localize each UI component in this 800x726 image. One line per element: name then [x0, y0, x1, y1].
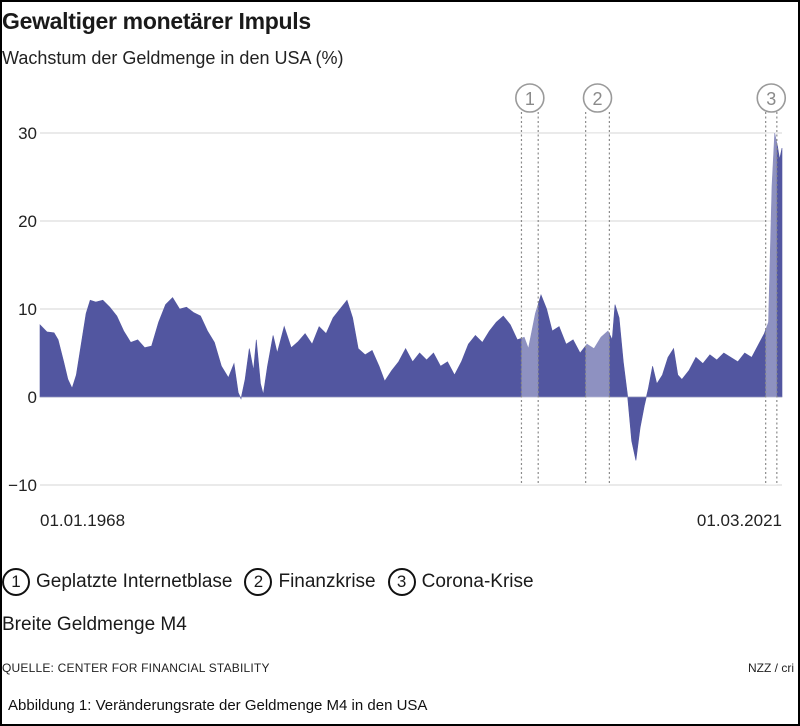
gridlines [40, 132, 782, 486]
event-number-3: 3 [766, 89, 776, 109]
legend-label-2: Finanzkrise [278, 571, 376, 592]
event-circle-1 [515, 83, 545, 113]
legend: 1 Geplatzte Internetblase 2 Finanzkrise … [2, 568, 546, 596]
legend-item-2: 2 Finanzkrise [244, 568, 376, 596]
legend-number-1: 1 [2, 568, 30, 596]
legend-label-1: Geplatzte Internetblase [36, 571, 233, 592]
event-circle-3 [756, 83, 787, 113]
series-label: Breite Geldmenge M4 [2, 614, 187, 635]
series-area-m4 [39, 132, 783, 461]
event-band-3 [765, 133, 777, 485]
legend-number-2: 2 [244, 568, 273, 596]
y-tick-label: 20 [18, 212, 37, 231]
area-chart: 30 20 10 0 −10 1 2 3 01.01.1968 01.03.2021 [8, 83, 787, 530]
source-note: QUELLE: CENTER FOR FINANCIAL STABILITY [2, 661, 270, 675]
x-axis-labels: 01.01.1968 01.03.2021 [40, 511, 782, 530]
x-end-label: 01.03.2021 [697, 511, 782, 530]
event-number-2: 2 [593, 89, 603, 109]
y-tick-label: −10 [8, 476, 37, 495]
figure-caption: Abbildung 1: Veränderungsrate der Geldme… [8, 697, 428, 714]
area-series [39, 132, 783, 461]
y-axis-ticks: 30 20 10 0 −10 [8, 124, 37, 495]
legend-item-3: 3 Corona-Krise [387, 568, 534, 596]
credit-note: NZZ / cri [748, 661, 794, 675]
event-markers: 1 2 3 [515, 83, 787, 485]
event-band-2 [585, 133, 610, 485]
legend-item-1: 1 Geplatzte Internetblase [2, 568, 232, 596]
event-circle-2 [582, 83, 613, 113]
y-tick-label: 0 [28, 388, 37, 407]
chart-title: Gewaltiger monetärer Impuls [2, 8, 311, 34]
legend-label-3: Corona-Krise [421, 571, 534, 592]
y-tick-label: 30 [18, 124, 37, 143]
chart-subtitle: Wachstum der Geldmenge in den USA (%) [2, 48, 344, 68]
event-number-1: 1 [525, 89, 535, 109]
x-start-label: 01.01.1968 [40, 511, 125, 530]
event-band-1 [521, 133, 539, 485]
y-tick-label: 10 [18, 300, 37, 319]
legend-number-3: 3 [387, 568, 416, 596]
